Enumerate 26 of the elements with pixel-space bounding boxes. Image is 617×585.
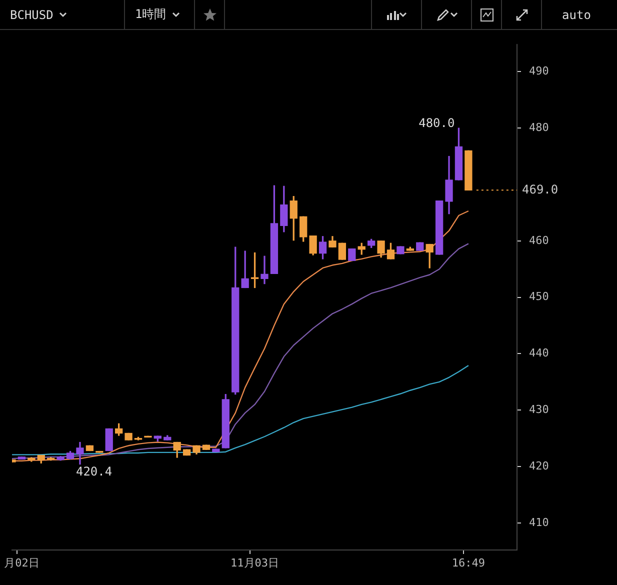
candlestick <box>105 428 113 452</box>
y-tick-label: 490 <box>529 64 549 78</box>
candlestick <box>124 432 132 440</box>
y-tick-label: 450 <box>529 290 549 304</box>
y-tick-label: 480 <box>529 120 549 134</box>
y-tick-label: 430 <box>529 402 549 416</box>
x-tick-label: 11月03日 <box>230 556 280 570</box>
text: auto <box>562 8 591 22</box>
candlestick <box>435 200 444 255</box>
candlestick <box>212 448 220 452</box>
y-tick-label: 410 <box>529 516 549 529</box>
text: 1時間 <box>135 6 166 23</box>
y-tick-label: 460 <box>529 234 549 247</box>
annotation: 420.4 <box>76 464 112 478</box>
candlestick <box>18 456 26 460</box>
y-tick-label: 420 <box>529 459 549 472</box>
candlestick <box>396 246 404 254</box>
annotation: 480.0 <box>418 116 455 130</box>
chart-title: BCHUSD <box>10 8 54 22</box>
candlestick <box>348 248 356 261</box>
x-tick-label: 月02日 <box>4 556 40 570</box>
candlestick <box>338 242 346 260</box>
ref-line-label: 469.0 <box>522 182 558 196</box>
x-tick-label: 16:49 <box>452 556 486 570</box>
y-tick-label: 440 <box>529 346 549 360</box>
candlestick <box>464 150 472 190</box>
